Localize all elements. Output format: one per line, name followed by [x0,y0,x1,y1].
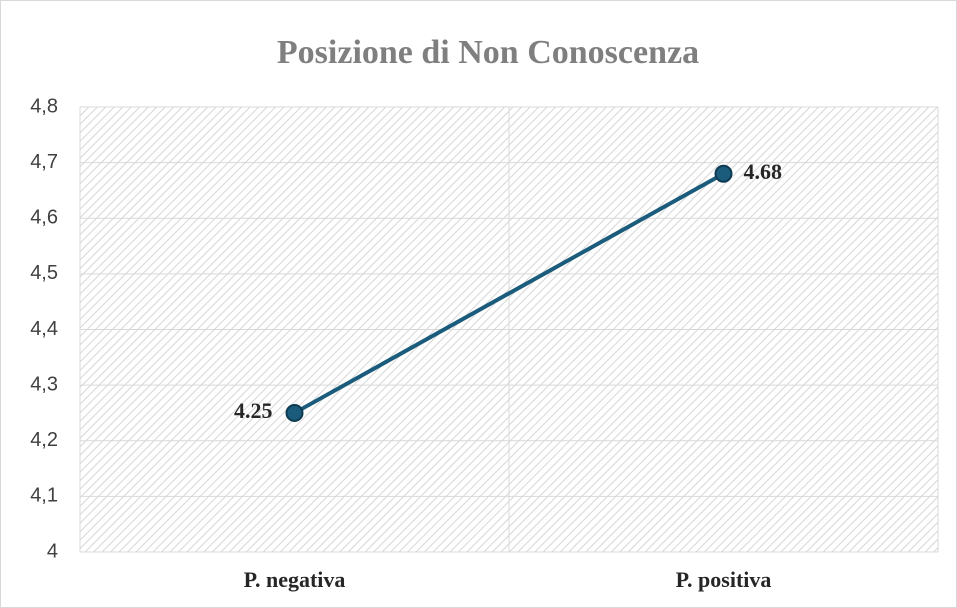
data-point [285,403,304,422]
y-tick-label: 4,8 [30,95,58,117]
y-tick-label: 4,5 [30,262,58,284]
data-label: 4.25 [234,398,273,423]
series-line [293,172,725,415]
y-tick-label: 4,6 [30,207,58,229]
y-tick-label: 4,2 [30,429,58,451]
y-tick-label: 4,4 [30,318,58,340]
x-tick-label: P. negativa [244,567,346,592]
x-tick-label: P. positiva [676,567,772,592]
data-label: 4.68 [744,159,783,184]
y-tick-label: 4,3 [30,373,58,395]
data-point [714,164,733,183]
y-tick-label: 4,7 [30,151,58,173]
y-tick-label: 4,1 [30,485,58,507]
chart-title: Posizione di Non Conoscenza [277,34,699,71]
y-tick-label: 4 [47,540,58,562]
